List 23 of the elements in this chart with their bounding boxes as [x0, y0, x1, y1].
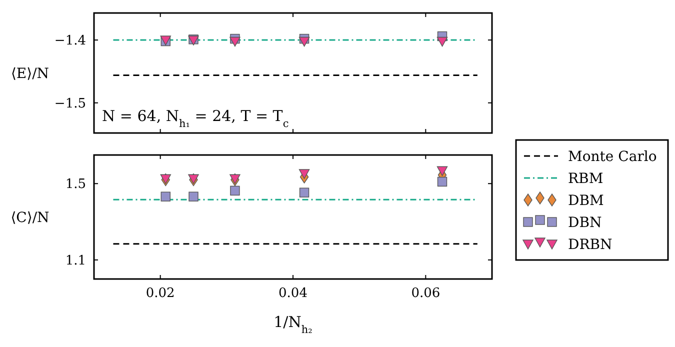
y-axis-title: ⟨C⟩/N: [10, 210, 50, 226]
legend-label: RBM: [568, 171, 604, 187]
point: [160, 192, 170, 202]
legend-label: DRBN: [568, 237, 612, 253]
x-tick-label: 0.06: [411, 286, 440, 301]
legend-label: Monte Carlo: [568, 149, 657, 165]
x-tick-label: 0.04: [278, 286, 308, 301]
annotation: N = 64, N$_{h₁}$ = 24, T = T$_{c}$: [102, 107, 289, 130]
y-tick-label: −1.5: [54, 96, 86, 112]
legend-label: DBN: [568, 215, 602, 231]
point: [437, 176, 448, 187]
point: [230, 186, 240, 196]
legend-label: DBM: [568, 193, 604, 209]
y-tick-label: −1.4: [54, 34, 86, 49]
y-tick-label: 1.5: [65, 177, 86, 192]
x-tick-label: 0.02: [146, 286, 175, 301]
point: [298, 169, 310, 179]
point: [436, 166, 448, 176]
point: [188, 192, 198, 202]
point: [299, 188, 310, 198]
y-tick-label: 1.1: [65, 253, 86, 268]
y-axis-title: ⟨E⟩/N: [10, 66, 50, 82]
x-axis-title: 1/N$_{h₂}$: [274, 313, 312, 336]
